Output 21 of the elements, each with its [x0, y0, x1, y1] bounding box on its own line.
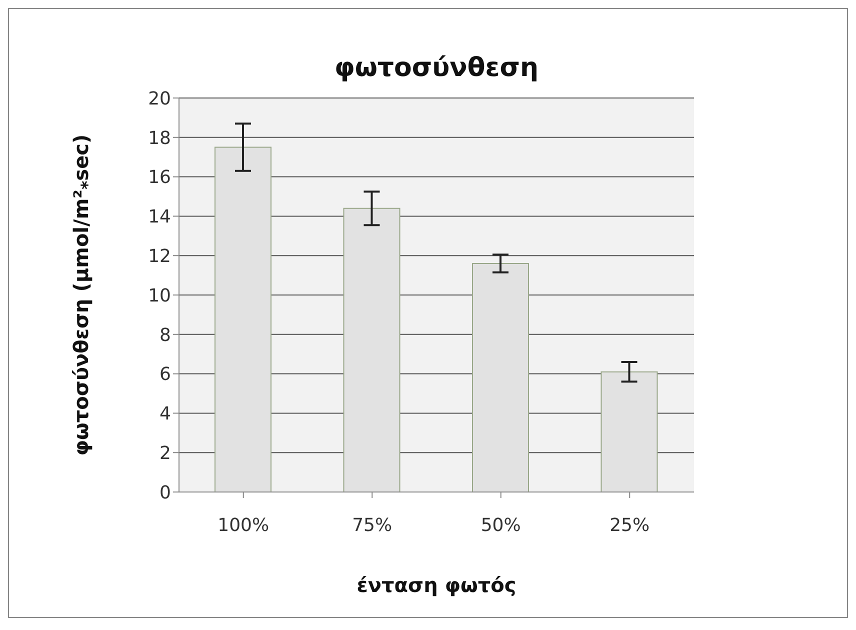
x-tick-label: 25%	[610, 514, 650, 536]
bar	[214, 146, 272, 492]
x-tick-label: 75%	[352, 514, 392, 536]
y-tick-label: 14	[148, 206, 171, 228]
x-tick-label: 50%	[480, 514, 521, 536]
bar	[600, 371, 658, 492]
y-tick-label: 8	[160, 324, 171, 346]
y-tick-label: 10	[148, 285, 171, 306]
chart-title: φωτοσύνθεση	[333, 53, 540, 83]
bar	[343, 208, 400, 492]
y-tick-label: 20	[148, 88, 171, 110]
y-tick-label: 0	[160, 482, 171, 504]
y-tick-label: 18	[148, 128, 171, 149]
bar	[472, 262, 529, 492]
y-tick-label: 6	[160, 364, 171, 386]
x-axis-title: ένταση φωτός	[356, 573, 518, 597]
y-tick-label: 2	[160, 442, 171, 464]
x-tick-label: 100%	[218, 514, 270, 536]
y-tick-label: 12	[148, 246, 171, 267]
y-tick-label: 16	[148, 167, 171, 188]
y-tick-label: 4	[160, 404, 171, 425]
